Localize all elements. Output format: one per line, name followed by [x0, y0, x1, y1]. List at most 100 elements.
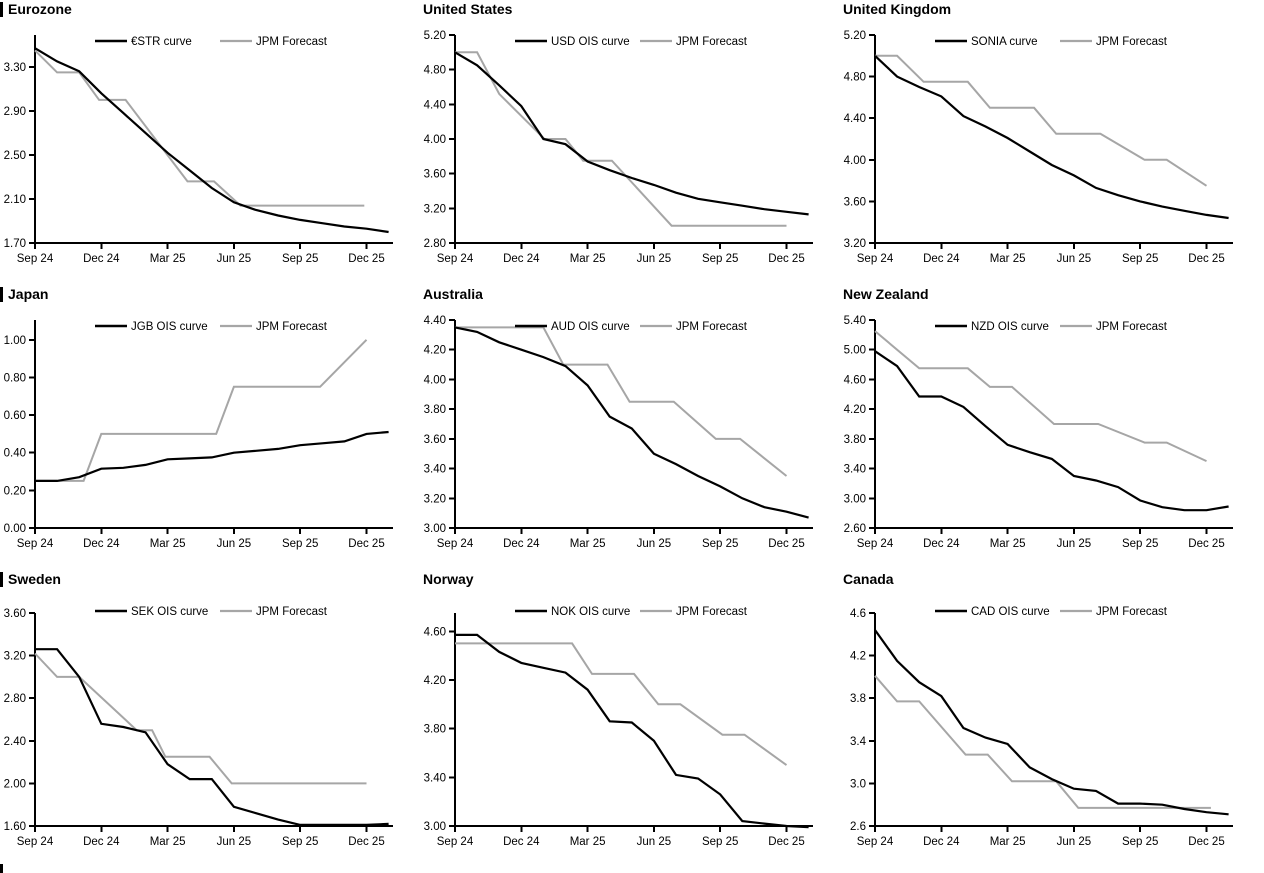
legend-label-actual: AUD OIS curve: [551, 321, 630, 333]
x-tick-label: Sep 24: [857, 538, 894, 550]
x-tick-label: Dec 24: [503, 836, 540, 848]
chart-norway: Norway 4.60 4.20 3.80 3.40 3.00 Sep 24 Dec 24 Ma…: [420, 570, 840, 873]
y-tick-label: 3.20: [424, 203, 446, 215]
x-tick-label: Sep 24: [437, 836, 474, 848]
legend-label-actual: SONIA curve: [971, 36, 1037, 48]
x-tick-label: Sep 25: [282, 538, 318, 550]
y-tick-label: 1.00: [4, 335, 26, 347]
y-tick-label: 3.60: [424, 169, 446, 181]
legend-label-actual: NZD OIS curve: [971, 321, 1049, 333]
y-tick-label: 1.70: [4, 238, 26, 250]
x-tick-label: Sep 24: [437, 253, 474, 265]
x-tick-label: Mar 25: [990, 538, 1026, 550]
y-tick-label: 3.20: [424, 493, 446, 505]
chart-canvas-japan: 1.00 0.80 0.60 0.40 0.20 0.00 Sep 24 Dec 24 Mar …: [4, 320, 393, 550]
x-tick-label: Jun 25: [217, 538, 252, 550]
y-tick-label: 0.20: [4, 485, 26, 497]
x-tick-label: Mar 25: [570, 836, 606, 848]
legend-label-forecast: JPM Forecast: [256, 321, 328, 333]
x-tick-label: Dec 25: [1188, 836, 1224, 848]
forecast-line: [874, 675, 1211, 809]
y-tick-label: 4.40: [844, 113, 866, 125]
x-tick-label: Jun 25: [217, 836, 252, 848]
legend-label-forecast: JPM Forecast: [1096, 321, 1168, 333]
x-tick-label: Jun 25: [217, 253, 252, 265]
x-tick-label: Dec 24: [923, 538, 960, 550]
x-tick-label: Dec 25: [348, 538, 384, 550]
y-tick-label: 2.10: [4, 194, 26, 206]
forecast-line: [455, 326, 788, 477]
x-tick-label: Dec 24: [503, 538, 540, 550]
legend-label-forecast: JPM Forecast: [1096, 36, 1168, 48]
legend-label-forecast: JPM Forecast: [256, 606, 328, 618]
y-tick-label: 3.80: [424, 724, 446, 736]
x-tick-label: Dec 25: [768, 836, 804, 848]
legend-label-actual: JGB OIS curve: [131, 321, 208, 333]
chart-canvas-new-zealand: 5.40 5.00 4.60 4.20 3.80 3.40 3.00 2.60 Sep 24 De…: [844, 315, 1233, 550]
y-tick-label: 4.60: [424, 626, 446, 638]
x-tick-label: Dec 25: [348, 253, 384, 265]
y-tick-label: 3.00: [424, 523, 446, 535]
actual-line: [34, 47, 389, 234]
x-tick-label: Sep 25: [1122, 253, 1158, 265]
chart-title: United Kingdom: [843, 1, 952, 17]
x-tick-label: Dec 25: [348, 836, 384, 848]
legend-label-forecast: JPM Forecast: [676, 321, 748, 333]
y-tick-label: 3.8: [850, 693, 866, 705]
y-tick-label: 4.40: [424, 315, 446, 327]
chart-title: Norway: [423, 571, 474, 587]
y-tick-label: 4.2: [850, 651, 866, 663]
x-tick-label: Dec 25: [1188, 253, 1224, 265]
legend-label-forecast: JPM Forecast: [1096, 606, 1168, 618]
chart-japan: Japan 1.00 0.80 0.60 0.40 0.20 0.00 Sep 24 Dec 2…: [0, 285, 420, 570]
y-tick-label: 3.40: [424, 772, 446, 784]
y-tick-label: 3.60: [4, 608, 26, 620]
x-tick-label: Sep 24: [857, 253, 894, 265]
y-tick-label: 3.00: [844, 493, 866, 505]
x-tick-label: Jun 25: [637, 836, 672, 848]
x-tick-label: Dec 24: [83, 253, 120, 265]
y-tick-label: 3.4: [850, 736, 867, 748]
chart-canvas-canada: 4.6 4.2 3.8 3.4 3.0 2.6 Sep 24 Dec 24 Mar 25 Jun …: [850, 606, 1233, 848]
forecast-line: [874, 330, 1207, 463]
x-tick-label: Mar 25: [570, 538, 606, 550]
forecast-line: [455, 642, 788, 766]
chart-canvas-eurozone: 3.30 2.90 2.50 2.10 1.70 Sep 24 Dec 24 Mar 25 Ju…: [4, 35, 393, 265]
legend-label-forecast: JPM Forecast: [256, 36, 328, 48]
legend-label-forecast: JPM Forecast: [676, 606, 748, 618]
y-tick-label: 2.90: [4, 106, 26, 118]
x-tick-label: Sep 24: [17, 538, 54, 550]
y-tick-label: 3.20: [4, 651, 26, 663]
actual-line: [35, 430, 389, 482]
y-tick-label: 3.40: [844, 464, 866, 476]
x-tick-label: Mar 25: [150, 253, 186, 265]
chart-sweden: Sweden 3.60 3.20 2.80 2.40 2.00 1.60 Sep 24 Dec …: [0, 570, 420, 873]
y-tick-label: 2.40: [4, 736, 26, 748]
chart-canvas-australia: 4.40 4.20 4.00 3.80 3.60 3.40 3.20 3.00 Sep 24 De…: [424, 315, 813, 550]
forecast-line: [875, 54, 1208, 187]
legend-label-actual: USD OIS curve: [551, 36, 630, 48]
y-tick-label: 2.80: [424, 238, 446, 250]
x-tick-label: Dec 25: [768, 538, 804, 550]
y-tick-label: 2.6: [850, 821, 866, 833]
x-tick-label: Dec 24: [923, 253, 960, 265]
y-tick-label: 3.30: [4, 62, 26, 74]
legend-label-actual: CAD OIS curve: [971, 606, 1050, 618]
actual-line: [874, 629, 1229, 816]
x-tick-label: Dec 25: [1188, 538, 1224, 550]
y-tick-label: 2.80: [4, 693, 26, 705]
y-tick-label: 3.20: [844, 238, 866, 250]
x-tick-label: Sep 24: [17, 253, 54, 265]
x-tick-label: Sep 25: [282, 253, 318, 265]
chart-title: Sweden: [8, 571, 61, 587]
x-tick-label: Dec 24: [83, 836, 120, 848]
chart-title: Eurozone: [8, 1, 72, 17]
x-tick-label: Mar 25: [150, 836, 186, 848]
forecast-line: [455, 51, 787, 227]
legend-label-actual: €STR curve: [131, 36, 192, 48]
x-tick-label: Jun 25: [1057, 253, 1092, 265]
chart-australia: Australia 4.40 4.20 4.00 3.80 3.60 3.40 3.20 3.0…: [420, 285, 840, 570]
actual-line: [35, 648, 389, 826]
chart-canvas-sweden: 3.60 3.20 2.80 2.40 2.00 1.60 Sep 24 Dec 24 Mar …: [4, 606, 393, 848]
actual-line: [454, 51, 809, 216]
